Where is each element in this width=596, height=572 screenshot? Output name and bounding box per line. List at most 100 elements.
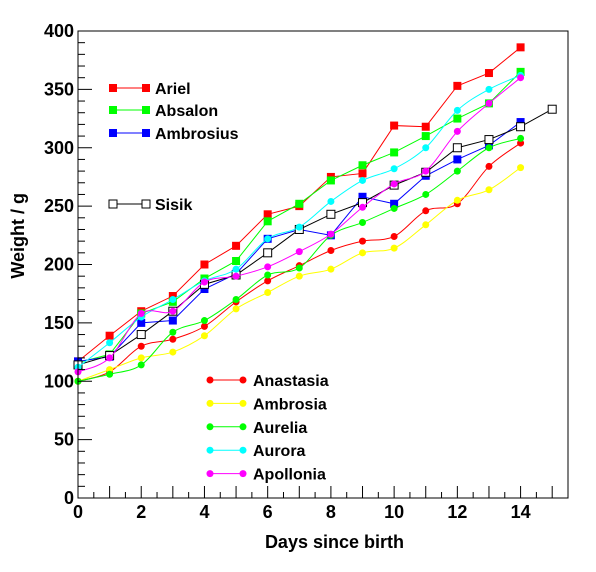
series-apollonia [74, 74, 525, 376]
data-point [485, 162, 493, 170]
legend-label: Ambrosius [155, 126, 239, 143]
data-point [422, 190, 430, 198]
data-point [421, 132, 430, 141]
data-point [390, 199, 399, 208]
data-point [358, 169, 367, 178]
legend-marker [206, 470, 214, 478]
y-tick-label: 400 [44, 21, 74, 41]
x-tick-label: 10 [384, 502, 404, 522]
data-point [137, 361, 145, 369]
y-tick-label: 50 [54, 430, 74, 450]
data-point [422, 167, 430, 175]
data-point [263, 248, 273, 258]
x-tick-label: 6 [263, 502, 273, 522]
legend-marker [239, 399, 247, 407]
data-point [358, 161, 367, 170]
data-point [327, 230, 335, 238]
legend-label: Ambrosia [253, 396, 327, 413]
data-point [452, 143, 462, 153]
data-point [327, 265, 335, 273]
data-point [326, 176, 335, 185]
data-point [453, 196, 461, 204]
data-point [263, 217, 272, 226]
y-tick-label: 150 [44, 313, 74, 333]
data-point [422, 221, 430, 229]
legend-entry-absalon: Absalon [109, 103, 218, 120]
legend-entry-anastasia: Anastasia [206, 373, 329, 390]
data-point [136, 330, 146, 340]
legend-entry-aurora: Aurora [206, 443, 306, 460]
legend-entry-aurelia: Aurelia [206, 420, 307, 437]
data-point [453, 155, 462, 164]
data-point [422, 144, 430, 152]
data-point [232, 265, 240, 273]
data-point [358, 192, 367, 201]
data-point [200, 278, 208, 286]
legend-marker [206, 376, 214, 384]
y-tick-label: 250 [44, 196, 74, 216]
data-point [516, 43, 525, 52]
data-point [137, 310, 145, 318]
data-point [517, 134, 525, 142]
data-point [232, 305, 240, 313]
data-point [168, 316, 177, 325]
data-point [106, 339, 114, 347]
data-point [485, 144, 493, 152]
data-point [326, 209, 336, 219]
x-tick-label: 8 [326, 502, 336, 522]
data-point [390, 180, 398, 188]
data-point [232, 241, 241, 250]
x-tick-label: 0 [73, 502, 83, 522]
legend-label: Sisik [155, 197, 192, 214]
data-point [263, 210, 272, 219]
legend-label: Aurelia [253, 420, 307, 437]
legend-marker [142, 129, 150, 137]
data-point [453, 167, 461, 175]
data-point [232, 296, 240, 304]
y-tick-label: 350 [44, 79, 74, 99]
y-tick-label: 300 [44, 138, 74, 158]
data-point [390, 165, 398, 173]
data-point [359, 218, 367, 226]
y-tick-label: 100 [44, 371, 74, 391]
axes-layer: 0 2 4 6 8 10 12 14 0 50 100 150 200 250 300 350 400 [44, 21, 553, 522]
data-point [168, 292, 177, 301]
data-point [390, 121, 399, 130]
data-point [232, 272, 240, 280]
y-tick-label: 0 [64, 488, 74, 508]
data-point [264, 263, 272, 271]
data-point [485, 85, 493, 93]
legend-entry-sisik: Sisik [108, 197, 192, 214]
y-axis-label: Weight / g [8, 193, 28, 279]
data-point [200, 285, 209, 294]
data-point [517, 164, 525, 172]
data-point [516, 122, 526, 132]
data-point [264, 289, 272, 297]
data-point [485, 186, 493, 194]
data-point [295, 199, 304, 208]
data-point [359, 176, 367, 184]
data-point [453, 127, 461, 135]
data-point [137, 342, 145, 350]
series-aurora [74, 71, 525, 371]
data-point [327, 197, 335, 205]
x-tick-label: 2 [136, 502, 146, 522]
legend-entry-apollonia: Apollonia [206, 467, 326, 484]
legend-label: Absalon [155, 103, 218, 120]
data-point [484, 135, 494, 145]
data-point [359, 237, 367, 245]
data-point [422, 207, 430, 215]
data-point [453, 81, 462, 90]
data-point [327, 246, 335, 254]
legend-marker [239, 470, 247, 478]
data-point [390, 204, 398, 212]
data-point [485, 99, 493, 107]
data-point [295, 272, 303, 280]
x-axis-label: Days since birth [265, 532, 404, 552]
legend-marker [206, 423, 214, 431]
data-point [484, 69, 493, 78]
data-point [137, 318, 146, 327]
legend-layer: Ariel Absalon Ambrosius Sisik Anastasia Ambro… [108, 81, 329, 484]
legend-marker [239, 446, 247, 454]
